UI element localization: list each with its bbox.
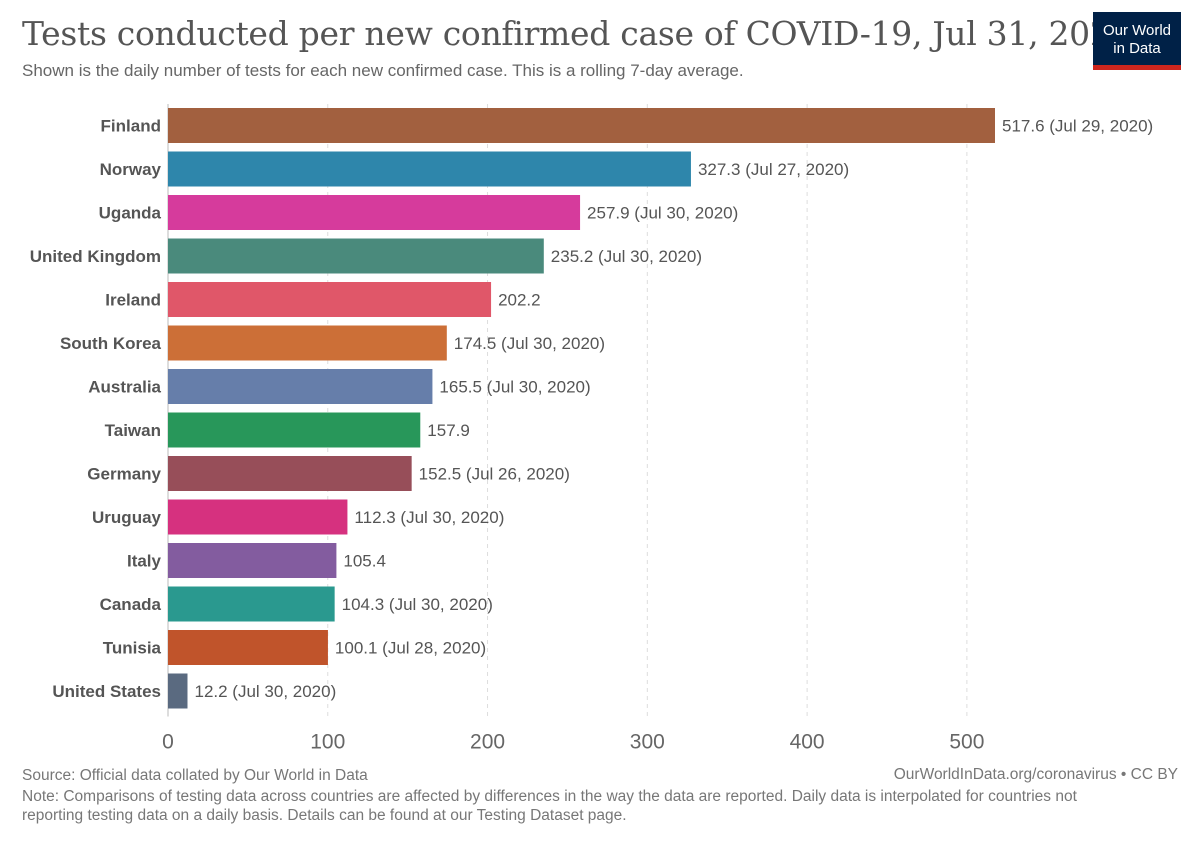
bar-chart: 0 100 200 300 400 500 Finland 517.6 (Jul 29, 20…	[30, 104, 1153, 754]
logo-line-1: Our World	[1102, 22, 1172, 39]
country-label: Uganda	[99, 204, 162, 223]
bar	[168, 282, 492, 317]
value-label: 327.3 (Jul 27, 2020)	[698, 160, 849, 179]
bar	[168, 673, 188, 709]
country-label: Ireland	[105, 291, 161, 310]
source-url-link[interactable]: OurWorldInData.org/coronavirus • CC BY	[893, 766, 1178, 783]
bar	[168, 630, 328, 665]
chart-title: Tests conducted per new confirmed case o…	[22, 14, 1132, 53]
country-label: United Kingdom	[30, 247, 161, 266]
chart-subtitle: Shown is the daily number of tests for e…	[22, 61, 744, 80]
value-label: 202.2	[498, 291, 541, 310]
value-label: 257.9 (Jul 30, 2020)	[587, 204, 738, 223]
bar	[168, 325, 447, 361]
country-label: Finland	[101, 117, 161, 136]
bar	[168, 456, 412, 491]
x-tick-label: 500	[949, 731, 984, 754]
bar	[168, 151, 691, 187]
x-tick-label: 400	[790, 731, 825, 754]
value-label: 104.3 (Jul 30, 2020)	[342, 595, 493, 614]
bar	[168, 108, 995, 143]
owid-logo[interactable]: Our World in Data	[1093, 12, 1181, 70]
value-label: 12.2 (Jul 30, 2020)	[194, 682, 336, 701]
x-tick-label: 100	[310, 731, 345, 754]
value-label: 105.4	[343, 552, 386, 571]
country-label: Uruguay	[92, 508, 162, 527]
bar	[168, 238, 544, 274]
value-label: 112.3 (Jul 30, 2020)	[354, 508, 504, 527]
value-label: 100.1 (Jul 28, 2020)	[335, 639, 486, 658]
value-label: 517.6 (Jul 29, 2020)	[1002, 117, 1153, 136]
x-tick-label: 300	[630, 731, 665, 754]
x-tick-label: 200	[470, 731, 505, 754]
country-label: Taiwan	[105, 421, 161, 440]
country-label: Germany	[87, 465, 161, 484]
bar	[168, 543, 337, 578]
value-label: 165.5 (Jul 30, 2020)	[439, 378, 590, 397]
value-label: 235.2 (Jul 30, 2020)	[551, 247, 702, 266]
x-tick-label: 0	[162, 731, 174, 754]
country-label: United States	[52, 682, 161, 701]
bar	[168, 586, 335, 622]
country-label: Australia	[88, 378, 161, 397]
logo-line-2: in Data	[1113, 40, 1161, 57]
country-label: Canada	[100, 595, 162, 614]
country-label: Italy	[127, 552, 162, 571]
country-label: Norway	[100, 160, 162, 179]
value-label: 152.5 (Jul 26, 2020)	[419, 465, 570, 484]
value-label: 174.5 (Jul 30, 2020)	[454, 334, 605, 353]
bar	[168, 412, 421, 448]
value-label: 157.9	[427, 421, 470, 440]
country-label: Tunisia	[103, 639, 162, 658]
bar	[168, 195, 581, 230]
bar	[168, 369, 433, 404]
country-label: South Korea	[60, 334, 162, 353]
bar	[168, 499, 348, 535]
note-text: Note: Comparisons of testing data across…	[22, 788, 1077, 824]
source-text: Source: Official data collated by Our Wo…	[22, 767, 368, 784]
